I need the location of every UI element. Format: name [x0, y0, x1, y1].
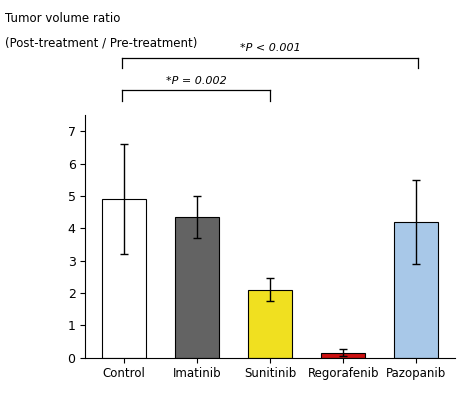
Bar [321, 353, 365, 358]
Text: Tumor volume ratio: Tumor volume ratio [5, 12, 120, 25]
Bar [102, 199, 146, 358]
Bar [175, 217, 219, 358]
Text: *P < 0.001: *P < 0.001 [240, 44, 301, 53]
Text: (Post-treatment / Pre-treatment): (Post-treatment / Pre-treatment) [5, 37, 197, 50]
Bar [248, 290, 292, 358]
Text: *P = 0.002: *P = 0.002 [166, 76, 227, 86]
Bar [394, 222, 438, 358]
